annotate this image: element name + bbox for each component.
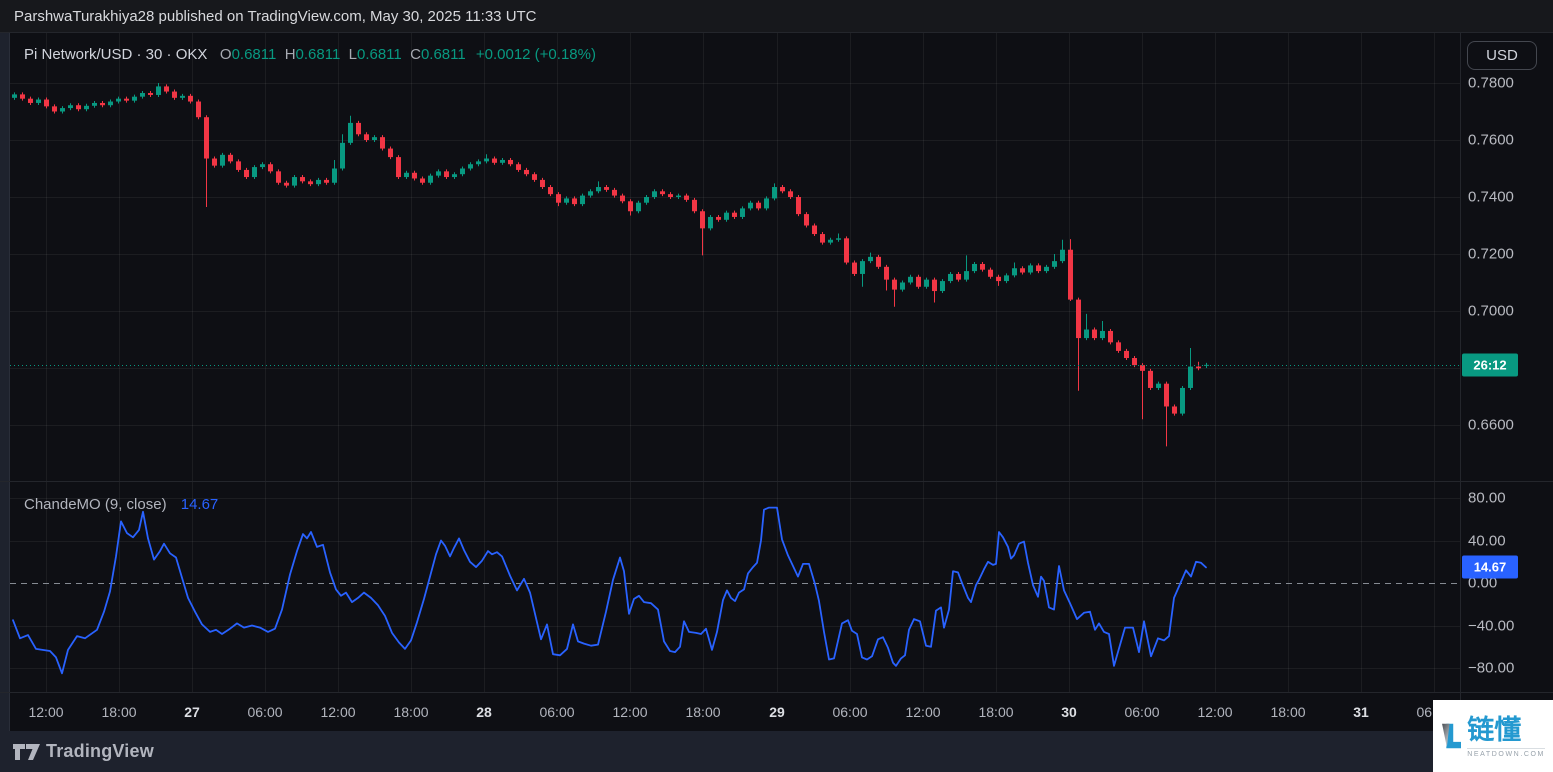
- time-tick-label: 27: [184, 704, 200, 720]
- price-tick-label: 0.7400: [1468, 188, 1514, 206]
- price-tick-label: 0.7800: [1468, 74, 1514, 92]
- price-scale-separator: [1460, 33, 1461, 731]
- low-value: 0.6811: [356, 46, 402, 63]
- indicator-tick-label: −40.00: [1468, 617, 1515, 634]
- time-tick-label: 12:00: [905, 704, 941, 720]
- indicator-tick-label: 80.00: [1468, 489, 1506, 507]
- bottom-toolbar: TradingView: [0, 731, 1553, 772]
- tradingview-brand-text: TradingView: [46, 741, 154, 761]
- time-tick-label: 18:00: [393, 704, 429, 720]
- left-frame-strip: [0, 33, 10, 731]
- time-tick-label: 18:00: [1270, 704, 1306, 720]
- low-label: L: [348, 46, 357, 63]
- pane-separator[interactable]: [0, 481, 1553, 482]
- tradingview-logo-icon: [13, 743, 40, 760]
- open-label: O: [219, 46, 232, 63]
- close-value: 0.6811: [420, 46, 466, 63]
- time-tick-label: 06:00: [539, 704, 575, 720]
- indicator-title: ChandeMO (9, close): [24, 496, 167, 513]
- tradingview-logo-link[interactable]: TradingView: [13, 741, 154, 762]
- close-label: C: [410, 46, 421, 63]
- currency-toggle-button[interactable]: USD: [1467, 41, 1537, 70]
- price-tick-label: 0.7000: [1468, 302, 1514, 320]
- price-tick-label: 0.7600: [1468, 131, 1514, 149]
- time-tick-label: 06:00: [247, 704, 283, 720]
- symbol-legend: Pi Network/USD · 30 · OKX O0.6811 H0.681…: [24, 46, 596, 63]
- watermark-logo-icon: [1442, 723, 1462, 749]
- watermark-text: 链懂 NEATDOWN.COM: [1467, 715, 1545, 758]
- time-tick-label: 12:00: [320, 704, 356, 720]
- indicator-tick-label: −80.00: [1468, 659, 1515, 677]
- indicator-tick-label: 0.00: [1468, 574, 1498, 592]
- bar-countdown-badge: 26:12: [1462, 353, 1518, 377]
- time-tick-label: 31: [1353, 704, 1369, 720]
- attribution-bar: ParshwaTurakhiya28 published on TradingV…: [0, 0, 1553, 33]
- time-tick-label: 28: [476, 704, 492, 720]
- indicator-legend: ChandeMO (9, close) 14.67: [24, 496, 218, 513]
- open-value: 0.6811: [231, 46, 277, 63]
- time-tick-label: 12:00: [612, 704, 648, 720]
- high-label: H: [284, 46, 296, 63]
- indicator-tick-label: 40.00: [1468, 532, 1506, 549]
- change-value: +0.0012 (+0.18%): [475, 46, 596, 63]
- time-tick-label: 06:00: [1124, 704, 1160, 720]
- time-tick-label: 18:00: [978, 704, 1014, 720]
- time-tick-label: 12:00: [28, 704, 64, 720]
- price-tick-label: 0.6600: [1468, 416, 1514, 434]
- time-tick-label: 18:00: [685, 704, 721, 720]
- time-tick-label: 29: [769, 704, 785, 720]
- time-tick-label: 18:00: [101, 704, 137, 720]
- watermark-site-url: NEATDOWN.COM: [1467, 747, 1545, 758]
- high-value: 0.6811: [295, 46, 341, 63]
- price-tick-label: 0.7200: [1468, 245, 1514, 263]
- time-tick-label: 30: [1061, 704, 1077, 720]
- time-tick-label: 06:00: [832, 704, 868, 720]
- indicator-value-badge: 14.67: [1462, 555, 1518, 579]
- chart-canvas[interactable]: [0, 0, 1460, 731]
- watermark-link[interactable]: 链懂 NEATDOWN.COM: [1433, 700, 1553, 772]
- time-scale[interactable]: 12:00 18:00 27 06:00 12:00 18:00 28 06:00 12:00 1…: [0, 692, 1553, 731]
- symbol-title: Pi Network/USD · 30 · OKX: [24, 46, 208, 63]
- time-tick-label: 12:00: [1197, 704, 1233, 720]
- watermark-brand-cn: 链懂: [1467, 714, 1522, 745]
- attribution-text: ParshwaTurakhiya28 published on TradingV…: [14, 7, 537, 25]
- indicator-value: 14.67: [180, 496, 219, 513]
